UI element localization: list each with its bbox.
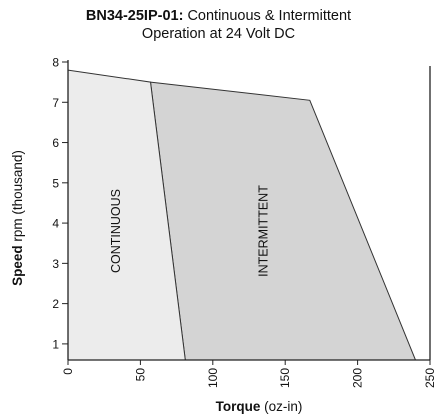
- x-tick-label: 150: [278, 368, 292, 388]
- x-tick-label: 200: [351, 368, 365, 388]
- x-tick-label: 0: [61, 368, 75, 375]
- chart-title-model: BN34-25IP-01:: [85, 8, 184, 24]
- x-tick-label: 100: [206, 368, 220, 388]
- y-axis-label: Speed rpm (thousand): [10, 150, 25, 286]
- x-tick-label: 50: [133, 368, 147, 382]
- y-tick-label: 7: [52, 96, 59, 110]
- x-axis-label-unit: (oz-in): [264, 399, 302, 414]
- chart-title-text: Continuous & Intermittent: [187, 8, 352, 24]
- x-axis-label-bold: Torque: [216, 399, 265, 414]
- chart-title: BN34-25IP-01: Continuous & Intermittent: [0, 8, 437, 24]
- y-tick-label: 3: [52, 257, 59, 271]
- region-label-intermittent: INTERMITTENT: [256, 185, 270, 277]
- region-intermittent: [149, 81, 417, 361]
- y-tick-label: 1: [52, 337, 59, 351]
- y-tick-label: 4: [52, 217, 59, 231]
- chart-subtitle: Operation at 24 Volt DC: [141, 26, 296, 42]
- x-axis-label: Torque (oz-in): [216, 399, 303, 414]
- y-axis-label-bold: Speed: [10, 242, 25, 286]
- y-tick-label: 8: [52, 56, 59, 70]
- y-axis-label-unit: rpm (thousand): [10, 150, 25, 242]
- y-tick-label: 2: [52, 297, 59, 311]
- x-tick-label: 250: [423, 368, 437, 388]
- region-label-continuous: CONTINUOUS: [109, 189, 123, 273]
- y-tick-label: 6: [52, 136, 59, 150]
- y-tick-label: 5: [52, 176, 59, 190]
